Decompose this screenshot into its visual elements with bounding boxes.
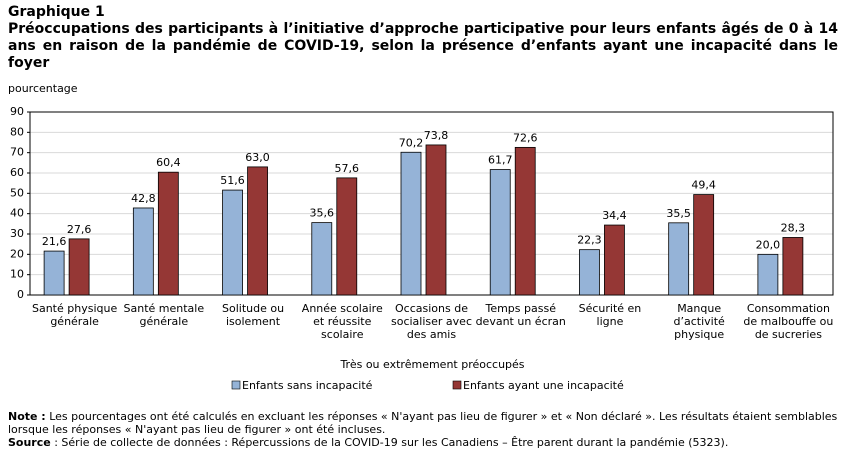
x-tick-label: Temps passé devant un écran (475, 302, 566, 328)
legend-label: Enfants ayant une incapacité (463, 379, 624, 392)
chart-label: Graphique 1 (8, 4, 105, 20)
value-label: 22,3 (577, 234, 602, 247)
x-axis-title: Très ou extrêmement préoccupés (340, 358, 525, 371)
bar (247, 166, 268, 296)
x-tick-label: Année scolaire et réussite scolaire (301, 302, 383, 341)
value-label: 63,0 (245, 151, 270, 164)
bar (604, 224, 625, 296)
bar (693, 194, 715, 296)
note-text: Les pourcentages ont été calculés en exc… (8, 410, 838, 436)
y-tick-label: 80 (10, 125, 24, 138)
value-label: 60,4 (156, 156, 181, 169)
legend-label: Enfants sans incapacité (242, 379, 373, 392)
value-label: 35,5 (666, 207, 691, 220)
bar (514, 146, 536, 296)
value-label: 72,6 (513, 131, 538, 144)
value-label: 42,8 (131, 192, 156, 205)
x-tick-label: Solitude ou isolement (222, 302, 285, 328)
bar (336, 177, 358, 296)
bar (400, 151, 422, 296)
value-label: 27,6 (67, 223, 92, 236)
bar (579, 249, 600, 296)
y-tick-label: 30 (10, 227, 24, 240)
x-tick-label: Santé physique générale (31, 302, 118, 328)
value-label: 57,6 (335, 162, 360, 175)
value-label: 35,6 (310, 207, 335, 220)
bar (132, 207, 154, 296)
source-text: : Série de collecte de données : Répercu… (50, 436, 729, 449)
legend-swatch (231, 380, 241, 390)
notes: Note : Les pourcentages ont été calculés… (8, 410, 838, 449)
y-tick-label: 40 (10, 207, 24, 220)
bar (782, 237, 804, 296)
value-label: 70,2 (399, 136, 424, 149)
legend-swatch (452, 380, 462, 390)
note-label: Note : (8, 410, 46, 423)
value-label: 28,3 (781, 221, 806, 234)
y-tick-label: 90 (10, 105, 24, 118)
source: Source : Série de collecte de données : … (8, 436, 838, 449)
value-label: 34,4 (602, 209, 627, 222)
bar (668, 222, 690, 296)
x-tick-label: Sécurité en ligne (578, 302, 642, 328)
y-tick-label: 60 (10, 166, 24, 179)
bar (489, 169, 511, 296)
y-tick-label: 0 (17, 288, 24, 301)
bar (157, 171, 179, 296)
value-label: 73,8 (424, 129, 449, 142)
bar (757, 253, 779, 296)
note: Note : Les pourcentages ont été calculés… (8, 410, 838, 436)
chart-title: Préoccupations des participants à l’init… (8, 21, 838, 71)
y-tick-label: 10 (10, 268, 24, 281)
value-label: 49,4 (691, 179, 716, 192)
y-tick-label: 20 (10, 247, 24, 260)
bar (222, 189, 243, 296)
bar (68, 238, 90, 296)
y-axis-label: pourcentage (8, 82, 78, 95)
y-tick-label: 70 (10, 146, 24, 159)
x-tick-label: Occasions de socialiser avec des amis (390, 302, 472, 341)
x-tick-label: Manque d’activité physique (673, 302, 725, 341)
value-label: 20,0 (756, 238, 781, 251)
bar (43, 250, 65, 296)
bar (311, 222, 333, 296)
value-label: 61,7 (488, 154, 513, 167)
value-label: 21,6 (42, 235, 67, 248)
value-label: 51,6 (220, 174, 245, 187)
source-label: Source (8, 436, 51, 449)
x-tick-label: Consommation de malbouffe ou de sucrerie… (743, 302, 834, 341)
y-tick-label: 50 (10, 186, 24, 199)
bar (425, 144, 447, 296)
x-tick-label: Santé mentale générale (123, 302, 205, 328)
